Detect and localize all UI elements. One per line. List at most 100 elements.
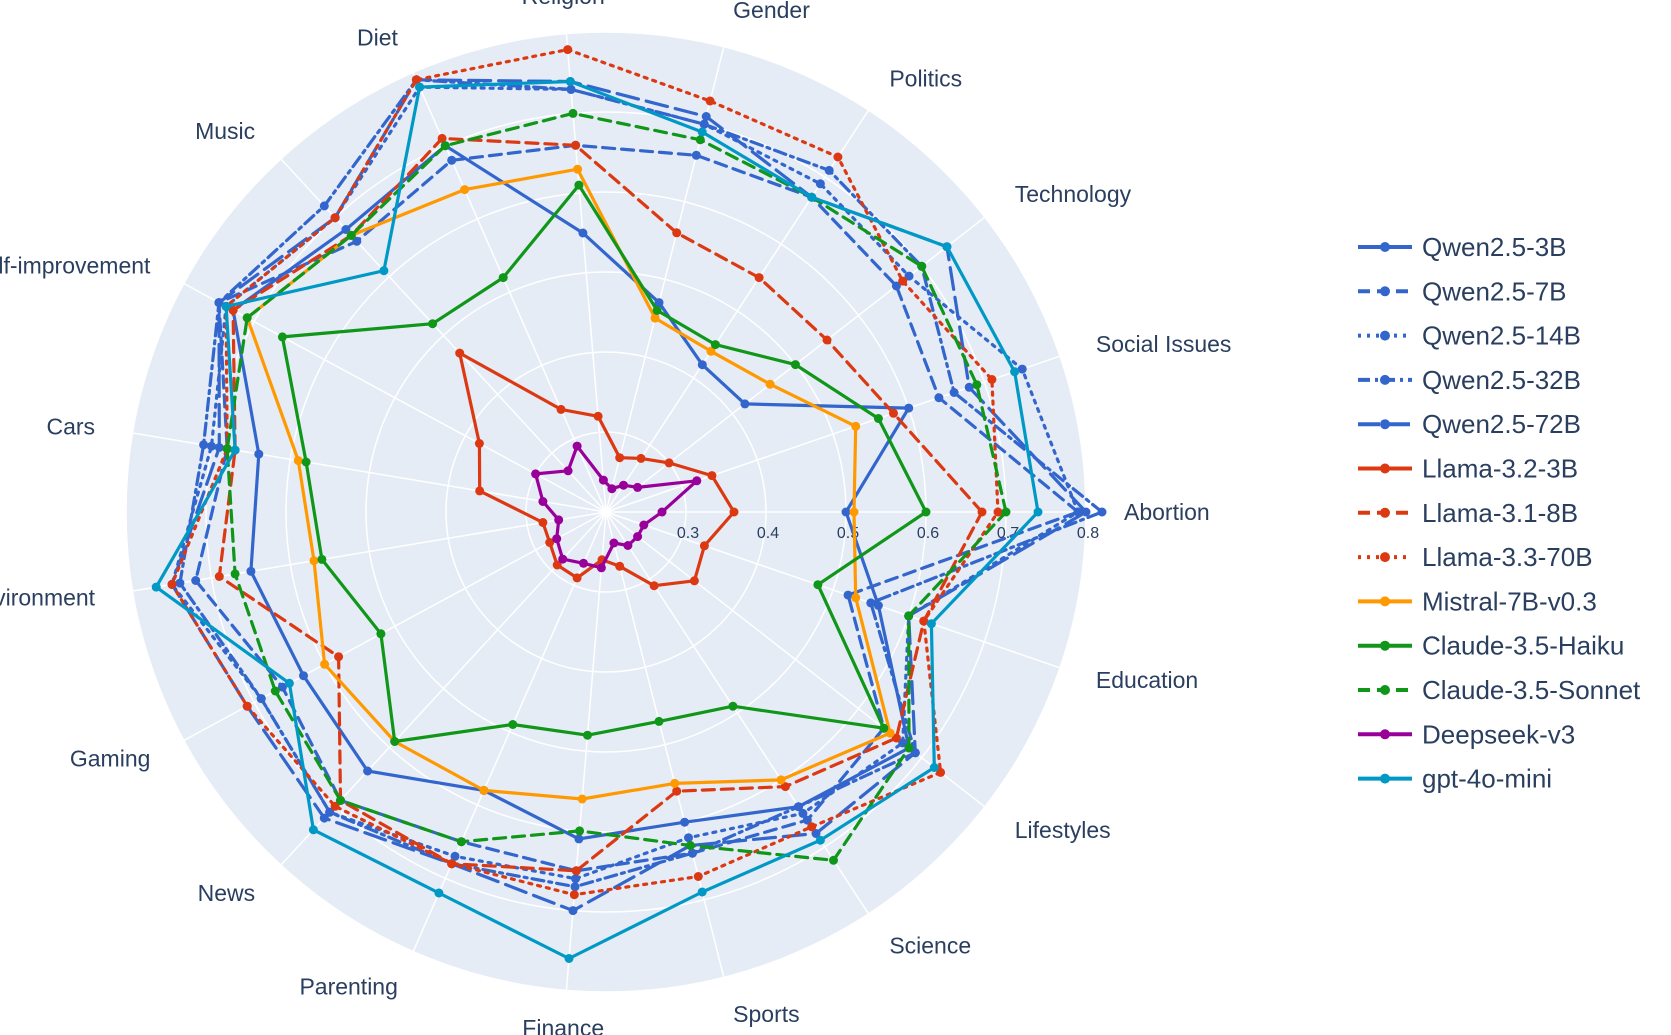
data-point[interactable] (917, 261, 927, 271)
data-point[interactable] (794, 802, 803, 812)
data-point[interactable] (575, 826, 585, 836)
data-point[interactable] (636, 453, 646, 463)
data-point[interactable] (175, 578, 185, 588)
data-point[interactable] (568, 108, 578, 118)
data-point[interactable] (319, 813, 329, 823)
data-point[interactable] (692, 476, 702, 486)
data-point[interactable] (376, 629, 386, 639)
data-point[interactable] (330, 213, 340, 223)
data-point[interactable] (246, 566, 256, 576)
data-point[interactable] (693, 872, 703, 881)
data-point[interactable] (798, 808, 808, 818)
data-point[interactable] (508, 720, 518, 729)
data-point[interactable] (571, 874, 581, 884)
legend[interactable]: Qwen2.5-3B Qwen2.5-7B Qwen2.5-14B Qwen2.5-3… (1358, 232, 1641, 794)
data-point[interactable] (780, 782, 790, 792)
data-point[interactable] (811, 829, 821, 838)
legend-item[interactable]: Claude-3.5-Sonnet (1358, 675, 1641, 705)
data-point[interactable] (615, 561, 625, 571)
data-point[interactable] (633, 532, 643, 542)
data-point[interactable] (657, 507, 667, 517)
data-point[interactable] (242, 313, 252, 323)
data-point[interactable] (843, 590, 853, 600)
data-point[interactable] (1001, 507, 1011, 517)
data-point[interactable] (706, 346, 716, 356)
data-point[interactable] (598, 475, 608, 485)
data-point[interactable] (977, 507, 987, 517)
data-point[interactable] (571, 140, 581, 150)
legend-item[interactable]: Qwen2.5-32B (1358, 365, 1581, 395)
data-point[interactable] (807, 192, 817, 202)
data-point[interactable] (790, 360, 800, 370)
data-point[interactable] (325, 807, 335, 817)
data-point[interactable] (891, 281, 901, 291)
data-point[interactable] (352, 236, 362, 246)
data-point[interactable] (538, 518, 548, 527)
data-point[interactable] (596, 563, 606, 573)
data-point[interactable] (578, 228, 588, 238)
data-point[interactable] (455, 348, 465, 358)
data-point[interactable] (921, 507, 931, 517)
legend-item[interactable]: Deepseek-v3 (1358, 719, 1575, 749)
data-point[interactable] (447, 859, 457, 869)
data-point[interactable] (214, 572, 224, 581)
data-point[interactable] (699, 119, 709, 129)
data-point[interactable] (851, 593, 861, 603)
data-point[interactable] (697, 360, 707, 370)
data-point[interactable] (664, 458, 674, 468)
data-point[interactable] (415, 82, 425, 92)
legend-item[interactable]: Llama-3.2-3B (1358, 454, 1578, 484)
data-point[interactable] (552, 560, 562, 570)
data-point[interactable] (558, 554, 568, 564)
data-point[interactable] (437, 133, 447, 143)
data-point[interactable] (904, 611, 914, 621)
data-point[interactable] (728, 701, 738, 711)
data-point[interactable] (822, 335, 832, 345)
legend-item[interactable]: Qwen2.5-3B (1358, 232, 1567, 262)
data-point[interactable] (319, 201, 329, 211)
data-point[interactable] (336, 795, 345, 805)
data-point[interactable] (680, 817, 690, 827)
data-point[interactable] (428, 319, 438, 329)
data-point[interactable] (670, 778, 680, 788)
data-point[interactable] (320, 659, 330, 669)
data-point[interactable] (873, 414, 883, 423)
data-point[interactable] (330, 801, 340, 811)
data-point[interactable] (705, 96, 715, 106)
data-point[interactable] (583, 730, 592, 740)
data-point[interactable] (639, 520, 649, 530)
data-point[interactable] (898, 738, 908, 748)
data-point[interactable] (301, 457, 311, 467)
data-point[interactable] (479, 785, 489, 795)
data-point[interactable] (341, 225, 351, 234)
data-point[interactable] (309, 556, 319, 566)
data-point[interactable] (531, 469, 541, 479)
data-point[interactable] (964, 382, 974, 392)
data-point[interactable] (684, 833, 693, 843)
data-point[interactable] (572, 573, 582, 583)
data-point[interactable] (221, 301, 231, 311)
data-point[interactable] (565, 77, 575, 86)
data-point[interactable] (569, 890, 579, 900)
data-point[interactable] (851, 421, 861, 431)
data-point[interactable] (390, 737, 400, 746)
data-point[interactable] (571, 866, 581, 876)
legend-item[interactable]: Llama-3.1-8B (1358, 498, 1578, 528)
data-point[interactable] (222, 444, 232, 454)
data-point[interactable] (841, 507, 851, 517)
data-point[interactable] (554, 515, 564, 525)
data-point[interactable] (334, 652, 344, 662)
data-point[interactable] (564, 954, 574, 963)
data-point[interactable] (904, 743, 914, 753)
data-point[interactable] (687, 848, 697, 858)
data-point[interactable] (701, 112, 711, 121)
data-point[interactable] (615, 453, 625, 463)
data-point[interactable] (460, 185, 470, 195)
data-point[interactable] (972, 380, 982, 390)
data-point[interactable] (776, 775, 786, 785)
data-point[interactable] (411, 75, 421, 85)
legend-item[interactable]: Qwen2.5-14B (1358, 321, 1581, 351)
data-point[interactable] (573, 164, 583, 174)
data-point[interactable] (242, 701, 252, 711)
data-point[interactable] (802, 815, 812, 825)
